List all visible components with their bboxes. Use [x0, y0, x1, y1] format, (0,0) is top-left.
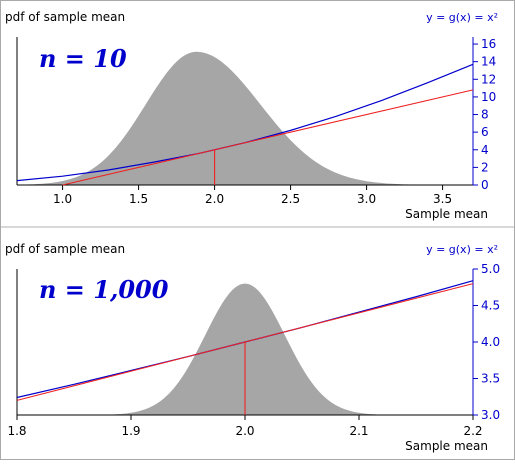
x-tick-label: 1.0 — [53, 192, 72, 206]
function-label-2: y = g(x) = x² — [426, 243, 498, 256]
panel-title-1: pdf of sample mean — [5, 10, 125, 24]
panel-title-2: pdf of sample mean — [5, 242, 125, 256]
y-tick-label: 4.0 — [481, 335, 500, 349]
y-tick-label: 14 — [481, 55, 496, 69]
y-tick-label: 5.0 — [481, 262, 500, 276]
y-tick-label: 2 — [481, 160, 489, 174]
y-tick-label: 3.0 — [481, 408, 500, 422]
sample-size-label-2: n = 1,000 — [39, 275, 169, 304]
y-tick-label: 4.5 — [481, 299, 500, 313]
x-tick-label: 3.5 — [433, 192, 452, 206]
sample-size-label-1: n = 10 — [39, 44, 127, 73]
x-tick-label: 2.2 — [463, 424, 482, 438]
y-tick-label: 10 — [481, 90, 496, 104]
function-label-1: y = g(x) = x² — [426, 11, 498, 24]
x-tick-label: 2.0 — [235, 424, 254, 438]
y-tick-label: 8 — [481, 108, 489, 122]
y-tick-label: 0 — [481, 178, 489, 192]
x-tick-label: 1.5 — [129, 192, 148, 206]
y-tick-label: 4 — [481, 143, 489, 157]
x-tick-label: 3.0 — [357, 192, 376, 206]
x-axis-label-1: Sample mean — [405, 207, 488, 221]
x-tick-label: 1.9 — [121, 424, 140, 438]
x-tick-label: 2.0 — [205, 192, 224, 206]
x-tick-label: 2.5 — [281, 192, 300, 206]
x-axis-label-2: Sample mean — [405, 439, 488, 453]
x-tick-label: 1.8 — [7, 424, 26, 438]
tangent-line-1 — [62, 89, 474, 186]
y-tick-label: 12 — [481, 72, 496, 86]
density-area-1 — [17, 51, 473, 185]
y-tick-label: 3.5 — [481, 372, 500, 386]
x-tick-label: 2.1 — [349, 424, 368, 438]
y-tick-label: 6 — [481, 125, 489, 139]
y-tick-label: 16 — [481, 37, 496, 51]
